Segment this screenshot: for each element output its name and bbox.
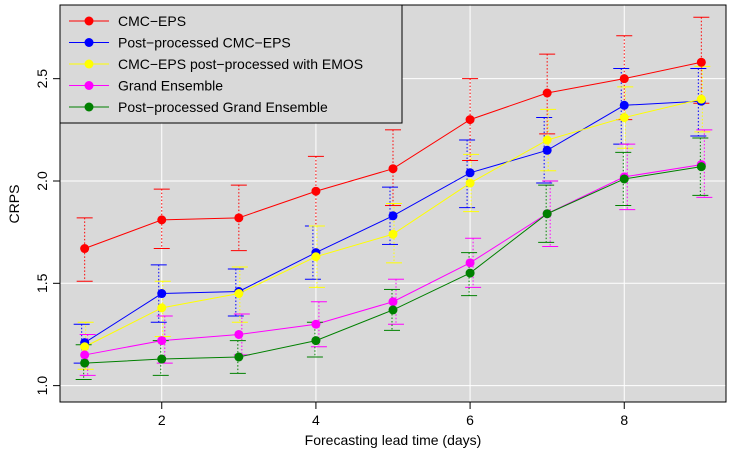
data-point bbox=[234, 289, 244, 299]
data-point bbox=[157, 303, 167, 313]
data-point bbox=[696, 57, 706, 67]
data-point bbox=[465, 168, 475, 178]
data-point bbox=[311, 186, 321, 196]
data-point bbox=[696, 94, 706, 104]
data-point bbox=[157, 336, 167, 346]
y-tick-label: 1.5 bbox=[34, 273, 50, 293]
data-point bbox=[542, 135, 552, 145]
y-axis: 1.0 1.5 2.0 2.5 bbox=[34, 69, 60, 396]
data-point bbox=[311, 336, 321, 346]
series-points bbox=[80, 57, 706, 254]
legend-label: CMC−EPS post−processed with EMOS bbox=[118, 56, 363, 72]
data-point bbox=[80, 244, 90, 254]
data-point bbox=[542, 145, 552, 155]
data-point bbox=[388, 305, 398, 315]
y-axis-label: CRPS bbox=[6, 185, 22, 224]
y-tick-label: 2.5 bbox=[34, 69, 50, 89]
data-point bbox=[157, 354, 167, 364]
data-point bbox=[311, 319, 321, 329]
y-tick-label: 2.0 bbox=[34, 171, 50, 191]
data-point bbox=[80, 342, 90, 352]
data-point bbox=[80, 358, 90, 368]
series-points bbox=[80, 162, 706, 368]
data-point bbox=[234, 329, 244, 339]
legend: CMC−EPS Post−processed CMC−EPS CMC−EPS pos… bbox=[59, 4, 403, 124]
data-point bbox=[542, 209, 552, 219]
data-point bbox=[465, 115, 475, 125]
data-point bbox=[80, 350, 90, 360]
data-point bbox=[465, 268, 475, 278]
data-point bbox=[234, 213, 244, 223]
data-point bbox=[542, 88, 552, 98]
x-tick-label: 4 bbox=[312, 412, 320, 428]
data-point bbox=[388, 164, 398, 174]
x-tick-label: 8 bbox=[620, 412, 628, 428]
x-axis: 2 4 6 8 bbox=[158, 402, 628, 428]
data-point bbox=[157, 289, 167, 299]
legend-marker bbox=[84, 16, 94, 26]
data-point bbox=[311, 252, 321, 262]
data-point bbox=[388, 211, 398, 221]
x-axis-label: Forecasting lead time (days) bbox=[305, 432, 482, 448]
data-point bbox=[619, 113, 629, 123]
data-point bbox=[619, 100, 629, 110]
legend-box bbox=[59, 4, 403, 124]
series-points bbox=[80, 94, 706, 352]
data-point bbox=[465, 258, 475, 268]
legend-marker bbox=[84, 38, 94, 47]
legend-label: Post−processed Grand Ensemble bbox=[118, 99, 328, 115]
data-point bbox=[388, 229, 398, 239]
legend-marker bbox=[84, 81, 94, 90]
legend-marker bbox=[84, 102, 94, 112]
data-point bbox=[696, 162, 706, 172]
data-point bbox=[234, 352, 244, 362]
series-layer bbox=[73, 16, 713, 380]
data-point bbox=[619, 74, 629, 84]
x-tick-label: 2 bbox=[158, 412, 166, 428]
data-point bbox=[388, 297, 398, 307]
x-tick-label: 6 bbox=[466, 412, 474, 428]
legend-marker bbox=[84, 59, 94, 69]
legend-label: Grand Ensemble bbox=[118, 78, 223, 94]
data-point bbox=[619, 174, 629, 184]
data-point bbox=[157, 215, 167, 225]
legend-label: Post−processed CMC−EPS bbox=[118, 35, 291, 51]
data-point bbox=[465, 178, 475, 188]
y-tick-label: 1.0 bbox=[34, 376, 50, 396]
legend-label: CMC−EPS bbox=[118, 13, 186, 29]
